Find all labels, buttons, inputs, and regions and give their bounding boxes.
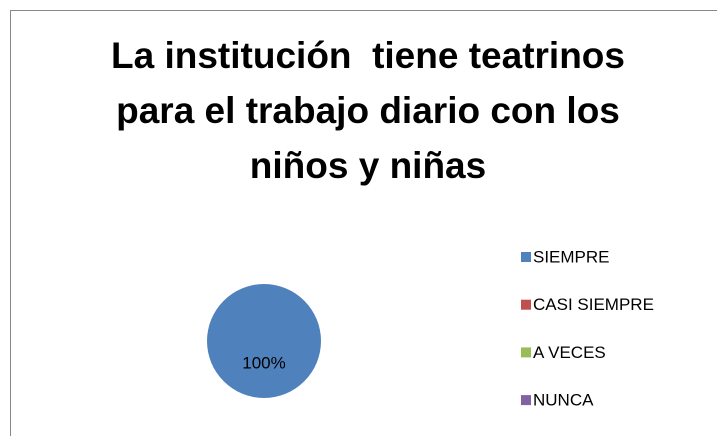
legend-swatch <box>521 347 531 358</box>
legend-swatch <box>521 299 531 310</box>
legend-label: NUNCA <box>533 391 594 410</box>
data-label: 100% <box>242 353 285 372</box>
legend-label: SIEMPRE <box>533 247 610 266</box>
legend-label: CASI SIEMPRE <box>533 295 654 314</box>
chart-frame <box>10 10 717 436</box>
chart-title: La institución tiene teatrinos para el t… <box>111 35 636 186</box>
legend-swatch <box>521 395 531 406</box>
legend-label: A VECES <box>533 343 606 362</box>
legend-swatch <box>521 252 531 262</box>
pie-slice <box>207 284 321 398</box>
